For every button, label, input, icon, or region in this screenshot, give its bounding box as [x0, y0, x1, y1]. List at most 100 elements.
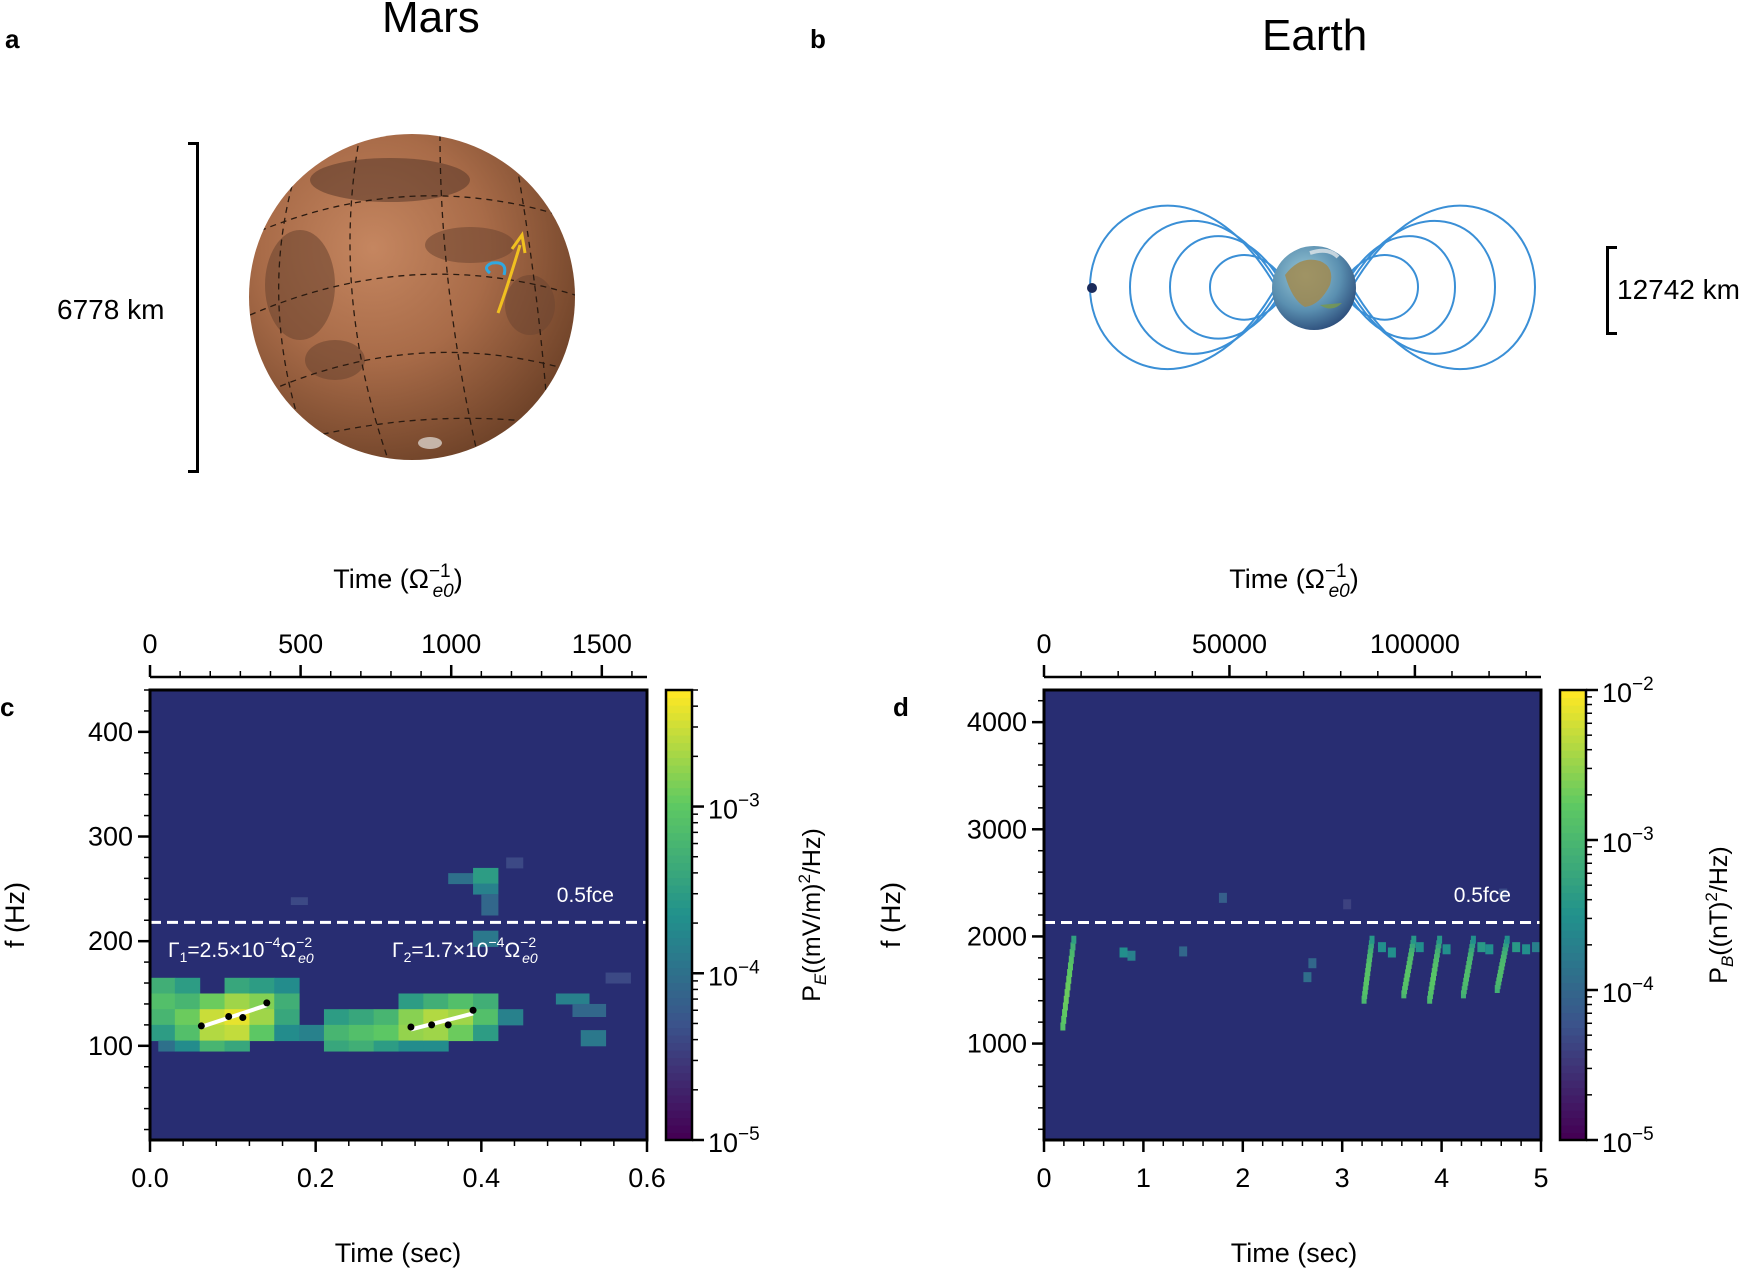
- top-x-tick-label: 50000: [1192, 629, 1267, 659]
- chorus-element: [1071, 935, 1077, 944]
- top-x-tick-label: 1500: [572, 629, 632, 659]
- top-axis-c: 0 500 1000 1500: [142, 629, 647, 679]
- colorbar-label-c: PE((mV/m)2/Hz): [795, 828, 830, 1002]
- colorbar-segment: [666, 990, 692, 999]
- heatmap-cell: [323, 1024, 350, 1042]
- colorbar-segment: [666, 757, 692, 766]
- x-tick-label: 0.2: [297, 1163, 335, 1193]
- colorbar-segment: [666, 1125, 692, 1134]
- chorus-element: [1430, 977, 1436, 986]
- heatmap-cell: [398, 1009, 424, 1026]
- chorus-element: [1467, 956, 1473, 965]
- heatmap-cell: [323, 1009, 350, 1026]
- chorus-element: [1427, 995, 1433, 1004]
- heatmap-cell: [174, 1040, 201, 1052]
- colorbar-segment: [1560, 697, 1586, 706]
- top-axis-label-c: Time (Ω−1 e0): [333, 561, 463, 602]
- heatmap-cell: [1522, 944, 1531, 955]
- y-tick-label: 400: [88, 717, 133, 747]
- colorbar-segment: [1560, 690, 1586, 699]
- colorbar-segment: [666, 1080, 692, 1089]
- chorus-element: [1408, 952, 1414, 961]
- heatmap-cell: [249, 1009, 275, 1026]
- chorus-element: [1361, 995, 1367, 1004]
- colorbar-segment: [1560, 907, 1586, 916]
- colorbar-segment: [1560, 892, 1586, 901]
- mars-scale-bar: [188, 142, 199, 473]
- heatmap-cell: [448, 873, 474, 885]
- heatmap-cell: [448, 1024, 474, 1042]
- colorbar-segment: [1560, 1117, 1586, 1126]
- heatmap-cell: [1512, 942, 1521, 953]
- chorus-element: [1401, 990, 1407, 999]
- heatmap-cell: [1303, 972, 1312, 983]
- chorus-element: [1402, 986, 1408, 995]
- growth-point: [428, 1021, 436, 1029]
- colorbar-segment: [666, 697, 692, 706]
- colorbar-segment: [1560, 795, 1586, 804]
- colorbar-segment: [1560, 877, 1586, 886]
- gamma1-annotation: Γ1=2.5×10−4Ω−2 e0: [168, 934, 314, 966]
- chorus-element: [1068, 955, 1074, 964]
- x-tick-label: 0.6: [628, 1163, 666, 1193]
- colorbar-tick-label: 10−3: [708, 791, 760, 825]
- y-tick-label: 200: [88, 926, 133, 956]
- heatmap-cells-c: [150, 857, 631, 1052]
- chorus-element: [1434, 954, 1440, 963]
- x-tick-label: 5: [1533, 1163, 1548, 1193]
- x-tick-label: 0: [1036, 1163, 1051, 1193]
- heatmap-cell: [398, 1040, 424, 1052]
- heatmap-cell: [199, 1040, 226, 1052]
- top-x-tick-label: 0: [142, 629, 157, 659]
- heatmap-cell: [274, 1024, 300, 1042]
- chorus-element: [1069, 949, 1075, 958]
- chorus-element: [1467, 952, 1473, 961]
- colorbar-segment: [666, 982, 692, 991]
- chorus-element: [1364, 972, 1370, 981]
- colorbar-segment: [666, 877, 692, 886]
- chorus-element: [1433, 958, 1439, 967]
- colorbar-segment: [1560, 802, 1586, 811]
- colorbar-segment: [666, 997, 692, 1006]
- y-tick-label: 4000: [967, 707, 1027, 737]
- heatmap-cell: [572, 1003, 607, 1018]
- colorbar-segment: [1560, 1035, 1586, 1044]
- top-x-tick-label: 100000: [1370, 629, 1460, 659]
- heatmap-cell: [1442, 944, 1451, 955]
- colorbar-segment: [1560, 1065, 1586, 1074]
- heatmap-cell: [1377, 942, 1386, 953]
- colorbar-segment: [1560, 1027, 1586, 1036]
- heatmap-cell: [174, 1009, 201, 1026]
- colorbar-segment: [1560, 870, 1586, 879]
- chorus-element: [1408, 948, 1414, 957]
- colorbar-segment: [1560, 825, 1586, 834]
- chorus-element: [1062, 1002, 1068, 1011]
- colorbar-segment: [1560, 735, 1586, 744]
- colorbar-segment: [666, 900, 692, 909]
- y-tick-label: 2000: [967, 921, 1027, 951]
- growth-point: [239, 1014, 247, 1022]
- heatmap-cell: [174, 977, 201, 994]
- growth-fit-line: [410, 1011, 474, 1032]
- growth-point: [444, 1021, 452, 1029]
- colorbar-segment: [1560, 1020, 1586, 1029]
- heatmap-cell: [373, 1040, 399, 1052]
- colorbar-d: 10−5 10−4 10−3 10−2: [1558, 674, 1654, 1158]
- x-tick-label: 1: [1136, 1163, 1151, 1193]
- heatmap-cell: [1499, 888, 1508, 899]
- growth-point: [469, 1006, 477, 1014]
- chorus-element: [1427, 991, 1433, 1000]
- chorus-element: [1410, 939, 1416, 948]
- heatmap-cell: [473, 930, 499, 947]
- colorbar-segment: [1560, 952, 1586, 961]
- colorbar-segment: [666, 1042, 692, 1051]
- chorus-element: [1504, 935, 1510, 944]
- chorus-element: [1362, 986, 1368, 995]
- panel-label-d: d: [893, 692, 909, 722]
- earth-dipole-diagram: [1087, 204, 1537, 370]
- colorbar-tick-label: 10−5: [1602, 1124, 1654, 1158]
- heatmap-cell: [299, 1024, 325, 1042]
- gamma2-annotation: Γ2=1.7×10−4Ω−2 e0: [392, 934, 538, 966]
- y-axis-label-d: f (Hz): [876, 882, 906, 948]
- chorus-element: [1470, 939, 1476, 948]
